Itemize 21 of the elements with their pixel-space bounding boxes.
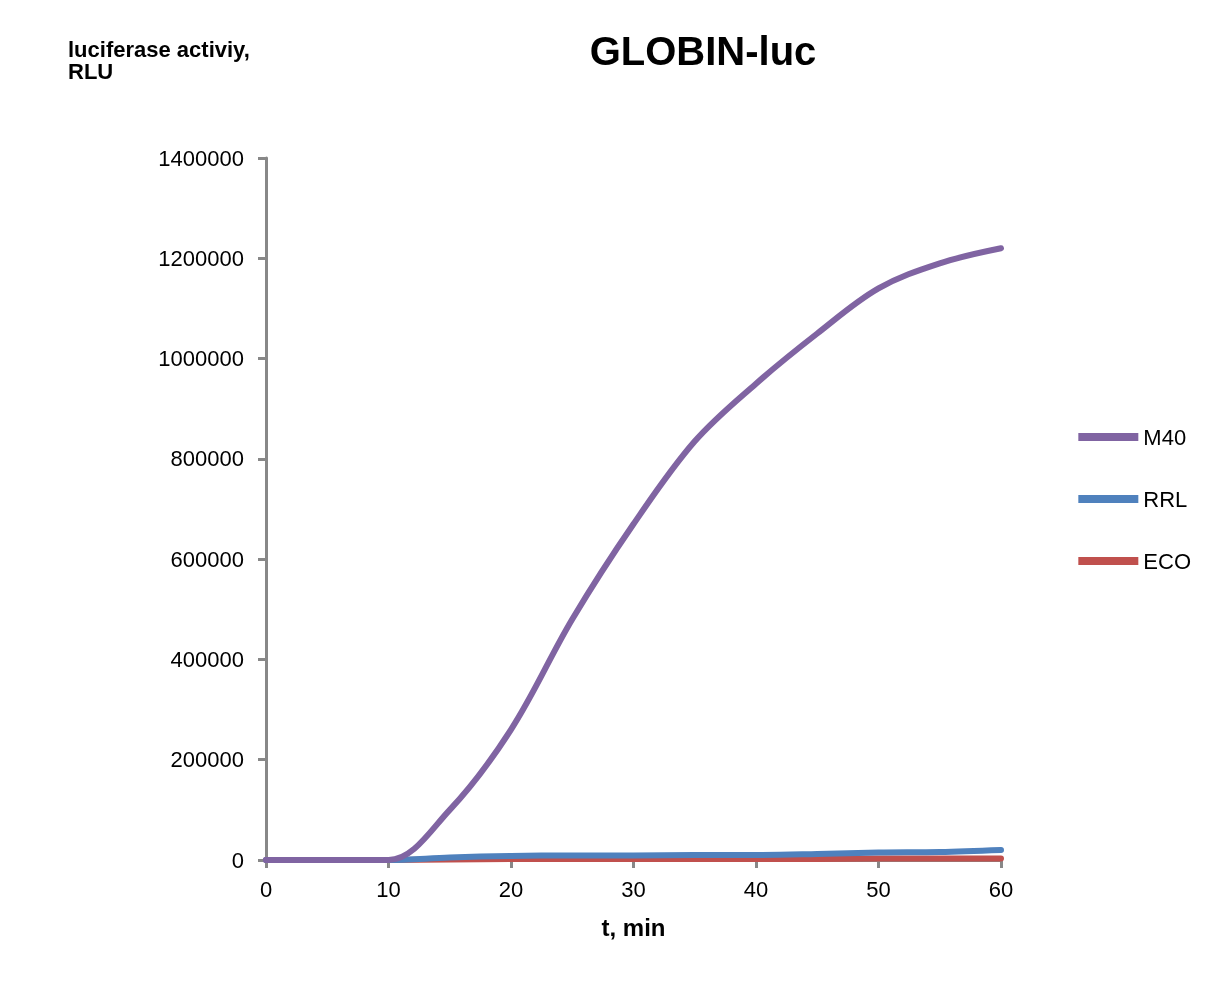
y-tick-label: 1400000 <box>158 145 244 171</box>
x-tick-label: 60 <box>988 876 1014 902</box>
y-tick-label: 600000 <box>170 546 244 572</box>
x-tick-label: 40 <box>743 876 769 902</box>
y-tick-label: 800000 <box>170 446 244 472</box>
x-tick-label: 30 <box>621 876 646 902</box>
legend-label: RRL <box>1143 486 1188 512</box>
x-tick-label: 50 <box>866 876 891 902</box>
y-tick-label: 1200000 <box>158 245 244 271</box>
legend-label: ECO <box>1143 548 1192 574</box>
x-tick-label: 0 <box>259 876 273 902</box>
legend-label: M40 <box>1143 424 1187 450</box>
y-tick-label: 400000 <box>170 646 244 672</box>
y-tick-label: 200000 <box>170 747 244 773</box>
y-axis-title: luciferase activiy, RLU <box>68 36 250 84</box>
chart-title: GLOBIN-luc <box>589 29 817 73</box>
y-tick-label: 0 <box>231 847 244 873</box>
x-tick-label: 10 <box>376 876 401 902</box>
y-tick-label: 1000000 <box>158 346 244 372</box>
x-tick-label: 20 <box>498 876 524 902</box>
x-axis-title: t, min <box>601 913 666 941</box>
